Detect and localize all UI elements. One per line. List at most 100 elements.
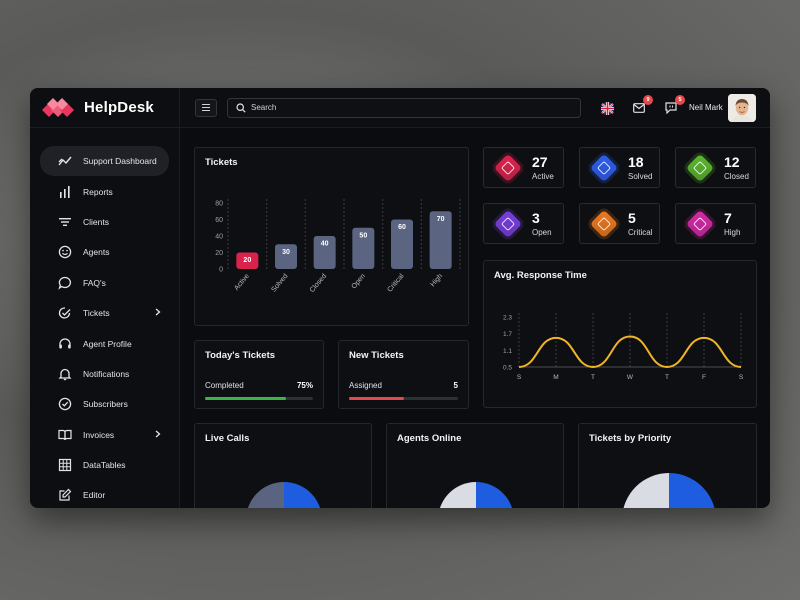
stat-label: Open [532, 228, 552, 237]
sidebar-item-tickets[interactable]: Tickets [40, 298, 169, 328]
book-icon [58, 428, 72, 442]
bar[interactable] [429, 211, 452, 269]
sidebar-item-subscribers[interactable]: Subscribers [40, 389, 169, 419]
search-bar[interactable] [227, 97, 581, 118]
sidebar-item-notifications[interactable]: Notifications [40, 359, 169, 389]
sidebar-item-invoices[interactable]: Invoices [40, 420, 169, 450]
stat-card-high[interactable]: 7 High [675, 203, 756, 244]
sidebar-item-agent-profile[interactable]: Agent Profile [40, 328, 169, 358]
stat-icon [493, 209, 523, 239]
priority-slice-1 [669, 473, 715, 508]
user-photo-icon [728, 94, 756, 122]
sidebar-item-label: DataTables [83, 460, 126, 471]
sidebar-item-label: FAQ's [83, 277, 106, 288]
trend-icon [58, 154, 72, 168]
headset-icon [58, 337, 72, 351]
stat-icon [685, 209, 715, 239]
x-tick-label: Critical [386, 272, 405, 293]
stat-value: 27 [532, 154, 548, 170]
search-icon [236, 102, 246, 113]
stat-label: Active [532, 172, 554, 181]
ticket-check-icon [58, 306, 72, 320]
todays-tickets-title: Today's Tickets [205, 350, 276, 361]
agents-online-slice-2 [440, 482, 476, 508]
tickets-by-priority-pie-chart [623, 473, 715, 508]
x-tick-label: S [517, 374, 522, 381]
stat-card-active[interactable]: 27 Active [483, 147, 564, 188]
sidebar-item-label: Clients [83, 216, 109, 227]
bar[interactable] [352, 227, 375, 269]
sidebar-item-label: Reports [83, 186, 113, 197]
response-time-card: Avg. Response Time 0.5 1.1 1.7 2.3 S M T W T F S [483, 260, 757, 408]
y-tick-label: 80 [215, 201, 223, 208]
sidebar-item-clients[interactable]: Clients [40, 207, 169, 237]
response-time-title: Avg. Response Time [494, 270, 587, 281]
tickets-card-title: Tickets [205, 157, 238, 168]
bar-value-label: 60 [398, 224, 406, 231]
y-tick-label: 0.5 [503, 365, 512, 372]
bar-value-label: 20 [243, 257, 251, 264]
brand-area[interactable]: HelpDesk [30, 88, 180, 128]
stat-card-critical[interactable]: 5 Critical [579, 203, 660, 244]
sidebar-item-faq-s[interactable]: FAQ's [40, 268, 169, 298]
bar-value-label: 50 [359, 232, 367, 239]
language-flag-button[interactable] [600, 101, 614, 115]
uk-flag-icon [600, 101, 614, 115]
bell-icon [58, 367, 72, 381]
chat-badge: 5 [675, 95, 685, 105]
helpdesk-logo-icon [42, 97, 74, 117]
stat-card-solved[interactable]: 18 Solved [579, 147, 660, 188]
x-tick-label: Open [350, 273, 366, 291]
mail-button[interactable]: 9 [632, 95, 653, 115]
sidebar-item-label: Notifications [83, 368, 130, 379]
sidebar-item-support-dashboard[interactable]: Support Dashboard [40, 146, 169, 177]
assigned-progress-fill [349, 397, 404, 400]
agents-online-card: Agents Online [386, 423, 564, 508]
sidebar-item-reports[interactable]: Reports [40, 176, 169, 206]
sidebar: Support Dashboard Reports Clients Agents FAQ… [30, 128, 180, 508]
bar[interactable] [275, 244, 297, 269]
stat-card-closed[interactable]: 12 Closed [675, 147, 756, 188]
assigned-progress-track [349, 397, 458, 400]
y-tick-label: 1.1 [503, 348, 512, 355]
bar-value-label: 40 [321, 241, 329, 248]
chat-button[interactable]: 5 [664, 95, 685, 115]
x-tick-label: Closed [309, 273, 328, 294]
search-input[interactable] [251, 103, 551, 112]
brand-name: HelpDesk [84, 99, 154, 116]
top-icons: 9 5 [600, 88, 696, 128]
smiley-icon [58, 245, 72, 259]
bar-value-label: 70 [437, 216, 445, 223]
sidebar-item-agents[interactable]: Agents [40, 237, 169, 267]
stat-label: High [724, 228, 741, 237]
bar[interactable] [391, 219, 413, 270]
x-tick-label: F [702, 374, 706, 381]
y-tick-label: 0 [219, 267, 223, 274]
new-tickets-card: New Tickets Assigned 5 [338, 340, 469, 409]
sidebar-item-editor[interactable]: Editor [40, 480, 169, 508]
sidebar-item-datatables[interactable]: DataTables [40, 450, 169, 480]
bar[interactable] [236, 252, 259, 270]
assigned-label: Assigned [349, 381, 382, 390]
response-time-line [518, 335, 742, 369]
stat-icon [589, 209, 619, 239]
mail-icon [633, 103, 645, 113]
x-tick-label: T [665, 374, 669, 381]
stat-value: 3 [532, 210, 540, 226]
user-name[interactable]: Neil Mark [689, 103, 723, 112]
avatar[interactable] [728, 94, 756, 122]
stat-card-open[interactable]: 3 Open [483, 203, 564, 244]
sidebar-item-label: Editor [83, 490, 106, 501]
priority-slice-2 [623, 473, 669, 508]
y-tick-label: 60 [215, 217, 223, 224]
tickets-card: Tickets 0 20 40 60 80 20 Active 30 Solved 40 Close… [194, 147, 469, 326]
x-tick-label: S [739, 374, 744, 381]
stat-value: 7 [724, 210, 732, 226]
x-tick-label: W [627, 374, 634, 381]
menu-toggle-button[interactable] [195, 98, 217, 117]
hamburger-icon [202, 104, 210, 111]
stat-label: Closed [724, 172, 749, 181]
filter-icon [58, 215, 72, 229]
sidebar-item-label: Invoices [83, 429, 115, 440]
bar[interactable] [313, 236, 336, 269]
